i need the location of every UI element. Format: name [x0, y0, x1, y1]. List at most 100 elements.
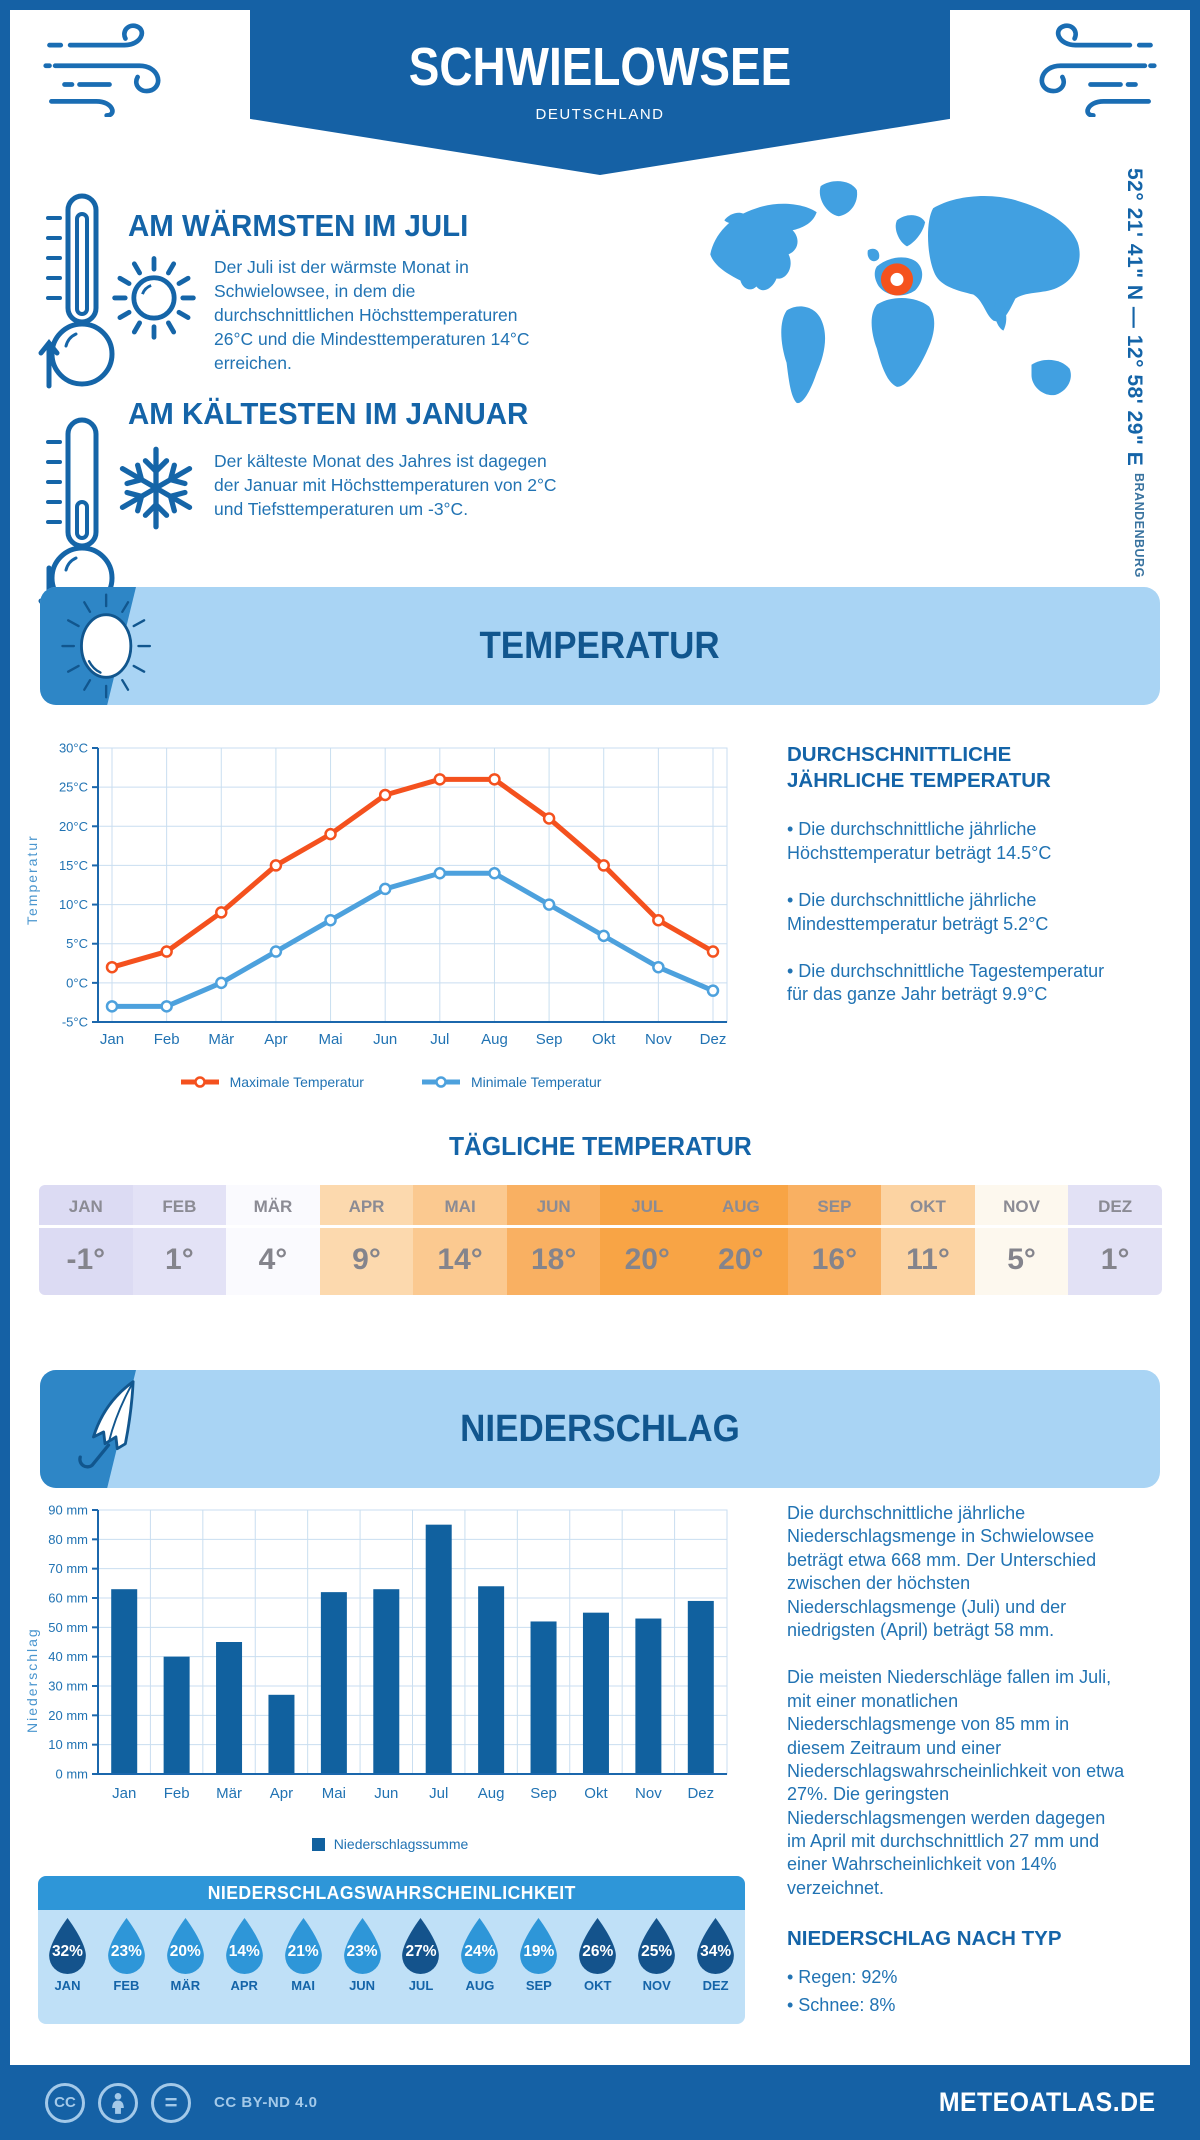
probability-drops: 32% JAN 23% FEB 20% MÄR 14% APR 21% MAI 23% JUN 27% J… [38, 1910, 745, 2024]
coordinates-label: 52° 21' 41" N — 12° 58' 29" E [1123, 168, 1146, 467]
precipitation-banner-title: NIEDERSCHLAG [460, 1407, 740, 1450]
warmest-title: AM WÄRMSTEN IM JULI [128, 208, 469, 243]
svg-text:20°C: 20°C [59, 819, 88, 834]
droplet-month: AUG [465, 1978, 495, 1993]
probability-drop: 19% SEP [509, 1917, 568, 2024]
daily-temperature-cell: AUG 20° [694, 1185, 788, 1295]
probability-drop: 23% JUN [333, 1917, 392, 2024]
legend-min-label: Minimale Temperatur [470, 1074, 602, 1090]
banner-sun-icon [61, 593, 152, 699]
daily-temperature-cell: APR 9° [319, 1185, 414, 1295]
svg-text:-5°C: -5°C [62, 1015, 88, 1030]
droplet-icon [225, 1917, 263, 1975]
cc-icon: CC [45, 2082, 85, 2123]
legend-precipitation-sum: Niederschlagssumme [311, 1836, 469, 1852]
svg-text:Dez: Dez [687, 1785, 714, 1802]
droplet-icon [579, 1917, 617, 1975]
droplet-month: MÄR [170, 1978, 201, 1993]
license-group: CC = CC BY-ND 4.0 [45, 2082, 318, 2123]
rain-bullet: • Regen: 92% [787, 1967, 898, 1988]
svg-text:0 mm: 0 mm [56, 1767, 89, 1782]
droplet-icon [697, 1917, 734, 1975]
droplet-month: SEP [525, 1978, 552, 1993]
probability-drop: 32% JAN [38, 1917, 97, 2024]
daily-temperature-cell: JUL 20° [600, 1185, 695, 1295]
page-border-top [0, 0, 1200, 10]
value-cell: 20° [718, 1243, 764, 1276]
droplet-month: MAI [291, 1978, 316, 1993]
value-cell: 18° [530, 1243, 577, 1276]
temperature-chart: -5°C 0°C 5°C 10°C 15°C 20°C 25°C 30°C Jan Feb Mär A… [59, 741, 728, 1048]
svg-text:Jun: Jun [373, 1031, 397, 1048]
location-marker [880, 263, 914, 296]
svg-text:10°C: 10°C [59, 897, 88, 912]
min-line-swatch [421, 1076, 460, 1088]
value-cell: 20° [624, 1243, 670, 1276]
person-icon [98, 2082, 138, 2123]
svg-text:60 mm: 60 mm [48, 1591, 88, 1606]
page-title: SCHWIELOWSEE [408, 37, 792, 97]
daily-temperature-cell: OKT 11° [881, 1185, 975, 1295]
value-cell: 5° [1007, 1243, 1036, 1276]
page-border-right [1190, 0, 1200, 2140]
svg-text:20 mm: 20 mm [48, 1708, 88, 1723]
svg-text:Jul: Jul [430, 1031, 449, 1048]
month-cell: OKT [881, 1185, 975, 1228]
snowflake-icon [119, 446, 193, 530]
month-cell: FEB [132, 1185, 227, 1228]
droplet-month: NOV [642, 1978, 671, 1993]
world-map [710, 181, 1080, 404]
month-cell: DEZ [1068, 1185, 1162, 1228]
probability-drop: 34% DEZ [686, 1917, 745, 2024]
thermometer-up-icon [38, 193, 115, 389]
droplet-icon [166, 1917, 204, 1975]
droplet-value: 23% [346, 1943, 378, 1960]
svg-text:Okt: Okt [584, 1785, 608, 1802]
month-cell: JUN [506, 1185, 601, 1228]
droplet-value: 23% [110, 1943, 142, 1960]
probability-drop: 27% JUL [392, 1917, 451, 2024]
site-label: METEOATLAS.DE [938, 2087, 1155, 2117]
coldest-text: Der kälteste Monat des Jahres ist dagege… [214, 451, 557, 519]
precipitation-paragraph-2: Die meisten Niederschläge fallen im Juli… [787, 1667, 1125, 1898]
value-cell: 1° [1100, 1243, 1130, 1276]
month-cell: MÄR [226, 1185, 320, 1228]
droplet-value: 25% [641, 1943, 673, 1960]
svg-text:40 mm: 40 mm [48, 1649, 88, 1664]
svg-text:5°C: 5°C [66, 936, 88, 951]
probability-drop: 20% MÄR [156, 1917, 215, 2024]
value-cell: 9° [352, 1243, 381, 1276]
svg-text:Okt: Okt [592, 1031, 616, 1048]
droplet-icon [461, 1917, 499, 1975]
probability-title: NIEDERSCHLAGSWAHRSCHEINLICHKEIT [38, 1876, 745, 1910]
warmest-text: Der Juli ist der wärmste Monat in Schwie… [214, 257, 530, 373]
coldest-title: AM KÄLTESTEN IM JANUAR [128, 396, 529, 431]
footer: CC = CC BY-ND 4.0 METEOATLAS.DE [0, 2065, 1200, 2140]
legend-min-temperature: Minimale Temperatur [420, 1074, 601, 1090]
svg-text:30 mm: 30 mm [48, 1679, 88, 1694]
droplet-value: 21% [287, 1943, 319, 1960]
svg-text:30°C: 30°C [59, 741, 88, 756]
svg-text:Jul: Jul [429, 1785, 448, 1802]
value-cell: 14° [437, 1243, 483, 1276]
droplet-month: FEB [113, 1978, 140, 1993]
legend-max-temperature: Maximale Temperatur [179, 1074, 364, 1090]
daily-temperature-cell: JAN -1° [39, 1185, 133, 1295]
probability-drop: 24% AUG [450, 1917, 509, 2024]
header-banner: SCHWIELOWSEE DEUTSCHLAND [250, 10, 950, 175]
droplet-value: 14% [228, 1943, 260, 1960]
droplet-value: 26% [582, 1943, 614, 1960]
svg-text:Sep: Sep [530, 1785, 557, 1802]
precipitation-paragraph-1: Die durchschnittliche jährliche Niedersc… [787, 1503, 1097, 1640]
droplet-month: JUN [349, 1978, 376, 1993]
daily-temperature-cell: JUN 18° [506, 1185, 601, 1295]
legend-precipitation-label: Niederschlagssumme [333, 1836, 469, 1852]
month-cell: JUL [600, 1185, 695, 1228]
wind-icon [1039, 23, 1157, 117]
daily-temperature-cell: FEB 1° [132, 1185, 227, 1295]
droplet-month: JUL [408, 1978, 434, 1993]
svg-text:Mär: Mär [216, 1785, 242, 1802]
svg-text:Mär: Mär [208, 1031, 234, 1048]
precipitation-text-panel: Die durchschnittliche jährliche Niedersc… [787, 1502, 1129, 2017]
